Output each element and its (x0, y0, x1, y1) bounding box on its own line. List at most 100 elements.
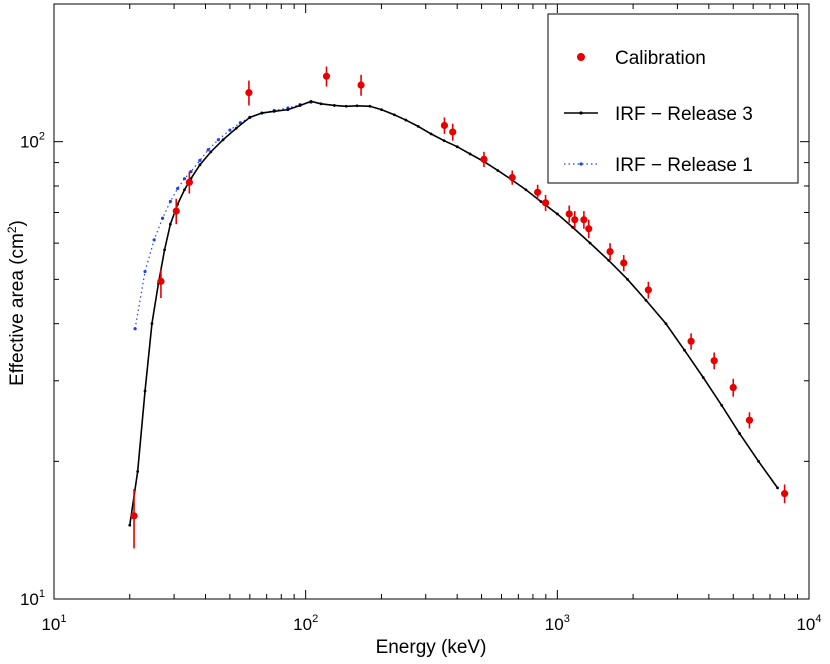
x-tick-label-base: 10 (545, 615, 564, 634)
x-tick-label-exp: 1 (60, 613, 66, 625)
y-tick-label: 101 (20, 588, 45, 609)
calibration-point (541, 199, 550, 207)
x-tick-label-base: 10 (293, 615, 312, 634)
irf-release-3-point (221, 138, 225, 142)
irf-release-3-point (701, 376, 705, 379)
irf-release-3-point (380, 108, 383, 112)
irf-release-3-point (555, 212, 559, 216)
legend: Calibration IRF − Release 3 IRF − Releas… (547, 13, 799, 184)
irf-release-3-point (128, 523, 132, 527)
calibration-point (606, 247, 614, 256)
calibration-point (440, 121, 449, 130)
irf-release-3-point (738, 432, 742, 435)
irf-release-1-point (206, 148, 210, 152)
calibration-point (745, 416, 754, 424)
irf-release-3-point (234, 126, 238, 130)
calibration-point (565, 210, 573, 218)
x-tick-label-base: 10 (41, 615, 60, 634)
irf-release-3-point (720, 404, 724, 407)
y-tick-label-base: 10 (20, 590, 39, 609)
calibration-point (480, 155, 488, 163)
y-tick-label-exp: 1 (39, 588, 45, 600)
irf-release-3-point (468, 152, 472, 156)
calibration-point (729, 383, 737, 392)
irf-release-3-point (272, 109, 276, 113)
legend-irf3-marker (579, 111, 583, 115)
x-axis-label: Energy (keV) (376, 637, 487, 658)
irf-release-3-point (150, 322, 154, 326)
calibration-point (620, 259, 628, 267)
irf-release-3-point (136, 470, 140, 473)
irf-release-1-point (228, 128, 232, 132)
irf-release-3-point (260, 111, 264, 115)
calibration-point (508, 173, 516, 182)
x-tick-label: 102 (293, 613, 318, 634)
calibration-point (157, 277, 165, 285)
calibration-point (571, 216, 579, 224)
axis-ticks (53, 3, 809, 600)
irf-release-3-point (248, 115, 252, 119)
irf-release-3-point (429, 132, 433, 136)
calibration-point (781, 490, 789, 498)
irf-release-3-point (332, 104, 336, 107)
irf-release-3-point (143, 389, 147, 393)
x-tick-label: 101 (41, 613, 66, 634)
irf-release-3-point (664, 322, 668, 326)
irf-release-3-point (404, 118, 408, 122)
x-tick-label: 104 (796, 613, 821, 634)
irf-release-3-point (416, 124, 420, 128)
irf-release-3-point (442, 139, 446, 143)
irf-release-3-point (571, 225, 575, 229)
irf-release-3-point (355, 104, 359, 108)
y-tick-label: 102 (20, 131, 45, 152)
legend-box (547, 13, 799, 184)
calibration-point (710, 357, 718, 365)
irf-release-3-point (309, 99, 313, 103)
irf-release-3-point (644, 298, 648, 302)
irf-release-1-point (176, 186, 180, 191)
calibration-point (172, 207, 180, 215)
calibration-point (357, 81, 365, 89)
irf-release-3-point (319, 102, 323, 106)
irf-release-3-point (198, 163, 202, 167)
irf-release-3-point (392, 113, 396, 117)
calibration-point (185, 178, 193, 186)
irf-release-1-point (152, 238, 156, 242)
x-tick-label-exp: 3 (564, 613, 570, 625)
irf-release-1-point (182, 177, 187, 181)
legend-irf1-marker (579, 162, 583, 166)
x-tick-label-exp: 4 (815, 613, 821, 625)
series-layer (128, 66, 789, 549)
irf-release-3-point (683, 348, 686, 352)
calibration-point (687, 337, 695, 345)
irf-release-3-point (757, 459, 760, 463)
calibration-point (449, 128, 457, 136)
irf-release-3-point (168, 222, 172, 226)
irf-release-3-point (298, 104, 302, 107)
irf-release-3-point (163, 248, 166, 252)
legend-calibration-marker (577, 53, 585, 61)
irf-release-3-point (588, 241, 592, 245)
x-tick-label: 103 (545, 613, 570, 634)
irf-release-3-point (539, 200, 543, 203)
calibration-point (580, 216, 588, 224)
calibration-point (585, 225, 593, 233)
calibration-point (534, 188, 542, 196)
calibration-point (322, 72, 331, 80)
x-tick-labels: 101 102 103 104 (41, 613, 821, 634)
irf-release-3-point (776, 486, 779, 490)
irf-release-3-point (496, 169, 500, 172)
y-axis-label: Effective area (cm2) (5, 220, 28, 386)
irf-release-1-point (168, 199, 172, 204)
irf-release-1-point (216, 138, 220, 142)
legend-irf3-label: IRF − Release 3 (615, 104, 753, 125)
y-tick-label-base: 10 (20, 133, 39, 152)
irf-release-1-point (133, 327, 137, 331)
irf-release-1-point (198, 158, 202, 163)
irf-release-3-point (626, 277, 629, 281)
calibration-point (130, 512, 138, 520)
irf-release-3-point (455, 145, 459, 149)
legend-entry-calibration: Calibration (577, 48, 706, 69)
irf-release-1-point (160, 216, 165, 220)
